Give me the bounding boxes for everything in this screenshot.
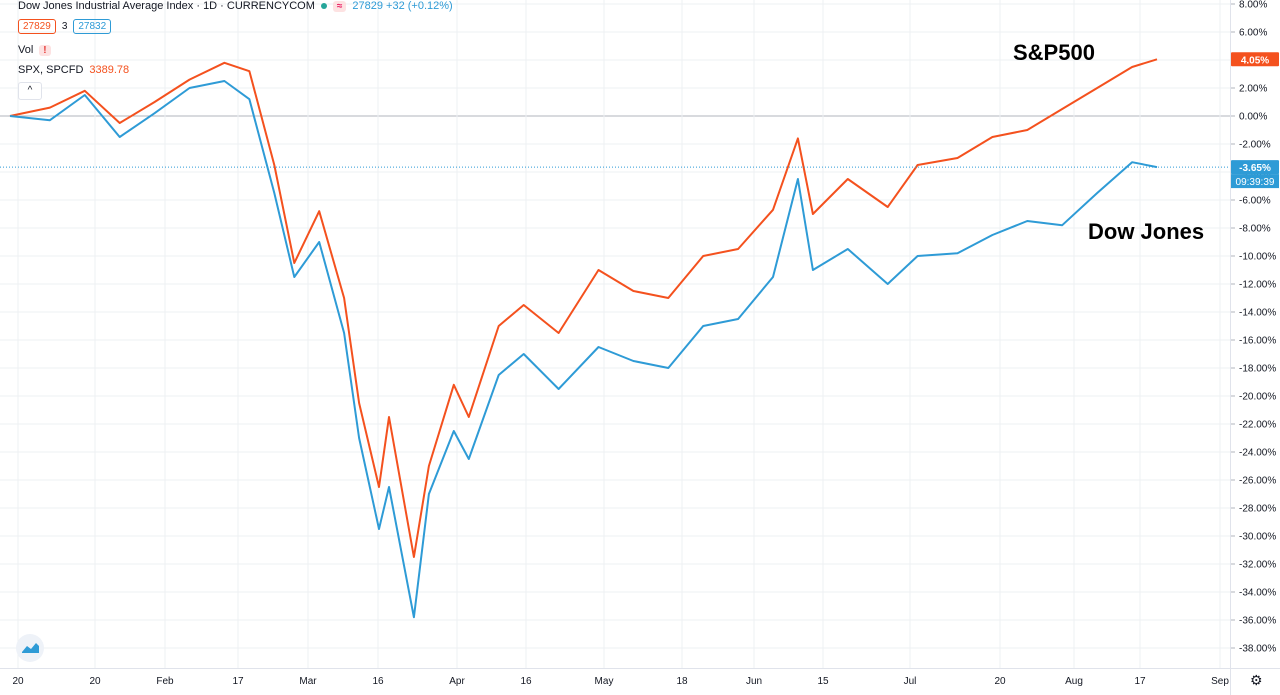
time-scale[interactable]: 20 20 Feb 17 Mar 16 Apr 16 May 18 Jun 15 Jul 20 Aug 17 S…	[0, 668, 1230, 695]
time-scale-svg: 20 20 Feb 17 Mar 16 Apr 16 May 18 Jun 15 Jul 20 Aug 17 S…	[12, 676, 1229, 687]
y-tick-label: -28.00%	[1239, 504, 1276, 515]
price-scale[interactable]: 8.00%6.00%4.00%2.00%0.00%-2.00%-4.00%-6.…	[1230, 0, 1280, 668]
dow-badge-bg	[1231, 160, 1279, 175]
y-tick-label: -34.00%	[1239, 588, 1276, 599]
y-tick-label: -6.00%	[1239, 196, 1271, 207]
x-tick-label: 20	[12, 676, 24, 687]
y-tick-label: -38.00%	[1239, 644, 1276, 655]
y-tick-label: -8.00%	[1239, 224, 1271, 235]
vol-label: Vol	[18, 44, 34, 56]
logo-shape	[22, 643, 39, 653]
chart-title: Dow Jones Industrial Average Index · 1D …	[18, 0, 315, 12]
compare-icon[interactable]: ≈	[332, 0, 347, 12]
y-tick-label: -32.00%	[1239, 560, 1276, 571]
x-tick-label: Aug	[1065, 676, 1083, 687]
bid-ask-row: 27829 3 27832	[18, 19, 117, 34]
price-scale-svg: 8.00%6.00%4.00%2.00%0.00%-2.00%-4.00%-6.…	[1231, 0, 1279, 655]
x-tick-label: 15	[817, 676, 829, 687]
scale-corner	[1230, 668, 1280, 695]
y-tick-label: 6.00%	[1239, 28, 1267, 39]
legend-title-row: Dow Jones Industrial Average Index · 1D …	[18, 0, 459, 12]
x-tick-label: Feb	[156, 676, 174, 687]
y-tick-label: -30.00%	[1239, 532, 1276, 543]
y-tick-label: -18.00%	[1239, 364, 1276, 375]
collapse-legend-button[interactable]: ^	[18, 82, 42, 100]
sp500-badge-bg	[1231, 52, 1279, 67]
sp500-badge: 4.05%	[1241, 55, 1269, 66]
y-tick-label: -24.00%	[1239, 448, 1276, 459]
y-tick-label: 0.00%	[1239, 112, 1267, 123]
x-tick-label: May	[595, 676, 614, 687]
x-tick-label: Jun	[746, 676, 762, 687]
countdown-label: 09:39:39	[1236, 177, 1275, 188]
x-tick-label: 17	[1134, 676, 1146, 687]
tradingview-logo-icon[interactable]	[16, 634, 44, 662]
y-tick-label: -20.00%	[1239, 392, 1276, 403]
countdown-bg	[1231, 174, 1279, 189]
x-tick-label: 20	[89, 676, 101, 687]
y-tick-label: -10.00%	[1239, 252, 1276, 263]
y-tick-label: -26.00%	[1239, 476, 1276, 487]
ask-box[interactable]: 27832	[73, 19, 112, 34]
y-tick-label: -12.00%	[1239, 280, 1276, 291]
sp500-line	[9, 58, 1158, 558]
y-tick-label: -36.00%	[1239, 616, 1276, 627]
volume-row: Vol !	[18, 44, 57, 56]
warning-icon[interactable]: !	[39, 44, 51, 56]
x-tick-label: Mar	[299, 676, 317, 687]
chart-svg	[0, 0, 1230, 668]
chart-plot-area[interactable]: Dow Jones Industrial Average Index · 1D …	[0, 0, 1230, 668]
x-tick-label: 16	[520, 676, 532, 687]
spread-value: 3	[61, 21, 68, 32]
dow-annotation: Dow Jones	[1088, 219, 1205, 244]
x-tick-label: Apr	[449, 676, 465, 687]
compare-value: 3389.78	[89, 64, 130, 76]
bid-box[interactable]: 27829	[18, 19, 56, 34]
y-tick-label: -2.00%	[1239, 140, 1271, 151]
x-tick-label: 17	[232, 676, 244, 687]
y-tick-label: 2.00%	[1239, 84, 1267, 95]
dow-badge: -3.65%	[1239, 163, 1271, 174]
x-tick-label: 20	[994, 676, 1006, 687]
sp500-annotation: S&P500	[1013, 40, 1095, 65]
x-tick-label: 18	[676, 676, 688, 687]
y-tick-label: 8.00%	[1239, 0, 1267, 11]
y-tick-label: -14.00%	[1239, 308, 1276, 319]
x-tick-label: 16	[372, 676, 384, 687]
price-info: 27829 +32 (+0.12%)	[352, 0, 453, 12]
x-tick-label: Sep	[1211, 676, 1229, 687]
y-tick-label: -16.00%	[1239, 336, 1276, 347]
y-tick-label: -22.00%	[1239, 420, 1276, 431]
market-status-icon	[320, 3, 327, 9]
x-tick-label: Jul	[904, 676, 917, 687]
compare-row: SPX, SPCFD 3389.78	[18, 64, 135, 76]
settings-gear-icon[interactable]: ⚙	[1250, 672, 1263, 688]
compare-symbol: SPX, SPCFD	[18, 64, 84, 76]
dow-line	[9, 80, 1158, 619]
